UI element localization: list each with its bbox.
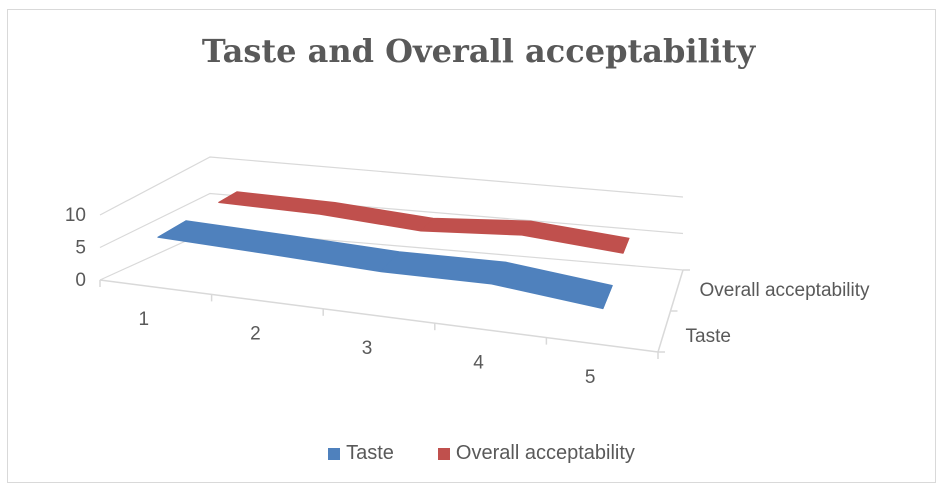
x-tick-label: 3 [362, 338, 373, 359]
data-point [491, 261, 507, 285]
data-point [622, 238, 630, 254]
data-point [521, 220, 532, 236]
data-point [218, 191, 238, 203]
series-layer [157, 191, 630, 310]
axis-labels: 0 5 10 1 2 3 4 5 Overall acceptability Taste [65, 205, 870, 388]
x-tick-label: 5 [585, 367, 596, 388]
x-tick-label: 2 [250, 324, 261, 345]
depth-tick-label: Taste [686, 326, 731, 347]
legend-label-taste: Taste [346, 442, 394, 464]
y-tick-label: 10 [65, 205, 86, 226]
legend-label-overall-acceptability: Overall acceptability [455, 442, 635, 464]
data-point [379, 251, 400, 273]
data-point [420, 217, 434, 232]
legend: Taste Overall acceptability [0, 442, 943, 465]
chart-frame [7, 9, 936, 483]
gridline-10 [99, 156, 684, 216]
x-tick-label: 1 [139, 309, 150, 330]
y-tick-label: 0 [75, 270, 86, 291]
legend-swatch-taste [328, 447, 341, 460]
legend-item-overall-acceptability: Overall acceptability [437, 442, 635, 465]
data-point [602, 285, 613, 309]
data-point [268, 235, 294, 255]
legend-item-taste: Taste [328, 442, 394, 465]
gridline-5 [99, 192, 684, 249]
legend-swatch-overall-acceptability [437, 447, 450, 460]
data-point [157, 220, 187, 238]
depth-tick-label: Overall acceptability [700, 280, 871, 301]
data-point [319, 202, 336, 215]
x-axis-line [99, 279, 659, 353]
chart-title: Taste and Overall acceptability [201, 32, 756, 70]
y-tick-label: 5 [75, 238, 86, 259]
floor-axis [99, 269, 690, 359]
x-tick-label: 4 [473, 352, 484, 373]
